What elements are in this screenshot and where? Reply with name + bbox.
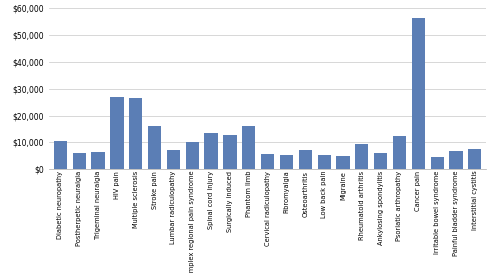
- Bar: [431, 157, 444, 169]
- Bar: [167, 150, 180, 169]
- Bar: [91, 152, 105, 169]
- Bar: [223, 135, 237, 169]
- Bar: [148, 126, 161, 169]
- Bar: [186, 142, 199, 169]
- Bar: [336, 156, 350, 169]
- Bar: [374, 153, 387, 169]
- Bar: [299, 150, 312, 169]
- Bar: [261, 154, 274, 169]
- Bar: [468, 149, 481, 169]
- Bar: [355, 144, 368, 169]
- Bar: [393, 136, 406, 169]
- Bar: [318, 155, 331, 169]
- Bar: [129, 98, 142, 169]
- Bar: [242, 126, 255, 169]
- Bar: [411, 17, 425, 169]
- Bar: [204, 133, 218, 169]
- Bar: [73, 153, 86, 169]
- Bar: [280, 155, 293, 169]
- Bar: [110, 97, 124, 169]
- Bar: [449, 151, 463, 169]
- Bar: [54, 141, 67, 169]
